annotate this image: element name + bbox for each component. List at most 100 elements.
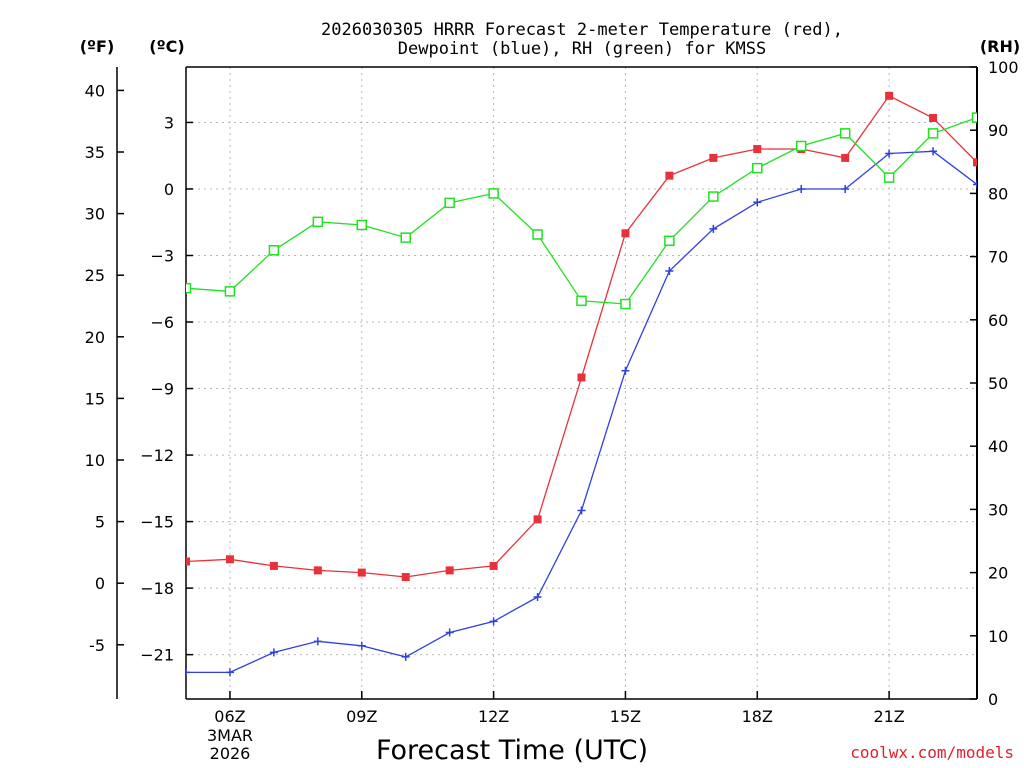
temperature-point bbox=[401, 573, 410, 582]
rh-point bbox=[752, 162, 763, 174]
dewpoint-point bbox=[929, 147, 938, 156]
dewpoint-point bbox=[357, 641, 366, 650]
celsius-unit-label: (ºC) bbox=[149, 37, 184, 56]
fahrenheit-tick-label: 15 bbox=[85, 389, 105, 408]
dewpoint-point bbox=[445, 628, 454, 637]
rh-point bbox=[312, 216, 324, 228]
series-line-rh bbox=[186, 116, 977, 305]
credit-label: coolwx.com/models bbox=[850, 743, 1014, 762]
fahrenheit-tick-label: 10 bbox=[85, 451, 105, 470]
dewpoint-point bbox=[797, 184, 806, 193]
celsius-tick-label: −3 bbox=[150, 246, 174, 265]
series-line-temperature bbox=[186, 94, 977, 578]
rh-tick-label: 40 bbox=[988, 437, 1008, 456]
rh-tick-label: 80 bbox=[988, 184, 1008, 203]
date-label-year: 2026 bbox=[210, 744, 251, 763]
x-tick-label: 09Z bbox=[346, 707, 377, 726]
rh-tick-label: 100 bbox=[988, 58, 1019, 77]
rh-point bbox=[576, 295, 587, 307]
x-tick-label: 18Z bbox=[742, 707, 773, 726]
dewpoint-point bbox=[841, 184, 850, 193]
rh-tick-label: 50 bbox=[988, 374, 1008, 393]
temperature-point bbox=[225, 555, 234, 564]
rh-point bbox=[927, 128, 939, 139]
dewpoint-point bbox=[269, 648, 278, 657]
dewpoint-point bbox=[973, 180, 977, 189]
rh-tick-label: 10 bbox=[988, 627, 1008, 646]
date-label-day: 3MAR bbox=[207, 726, 253, 745]
chart-title-line-1: 2026030305 HRRR Forecast 2-meter Tempera… bbox=[321, 20, 843, 40]
temperature-point bbox=[885, 91, 894, 100]
rh-point bbox=[488, 188, 499, 199]
dewpoint-point bbox=[709, 224, 718, 233]
rh-tick-label: 90 bbox=[988, 121, 1008, 140]
dewpoint-point bbox=[753, 198, 762, 207]
temperature-point bbox=[489, 561, 498, 570]
fahrenheit-tick-label: 20 bbox=[85, 328, 105, 347]
rh-point bbox=[532, 229, 543, 240]
temperature-point bbox=[357, 568, 366, 577]
fahrenheit-tick-label: -5 bbox=[89, 636, 105, 655]
series-layer bbox=[186, 91, 977, 677]
fahrenheit-tick-label: 25 bbox=[85, 266, 105, 285]
rh-point bbox=[708, 191, 719, 202]
dewpoint-point bbox=[885, 149, 894, 158]
rh-tick-label: 30 bbox=[988, 500, 1008, 519]
rh-point bbox=[971, 112, 977, 123]
rh-unit-label: (RH) bbox=[980, 37, 1020, 56]
celsius-tick-label: −9 bbox=[150, 380, 174, 399]
dewpoint-point bbox=[665, 267, 674, 276]
celsius-tick-label: −15 bbox=[140, 513, 174, 532]
series-dewpoint bbox=[186, 147, 977, 677]
temperature-point bbox=[533, 515, 542, 524]
temperature-point bbox=[841, 153, 850, 162]
temperature-point bbox=[186, 557, 190, 566]
celsius-tick-label: −12 bbox=[140, 446, 174, 465]
rh-point bbox=[186, 282, 192, 294]
fahrenheit-unit-label: (ºF) bbox=[80, 37, 115, 56]
rh-point bbox=[356, 219, 368, 231]
celsius-tick-label: −21 bbox=[140, 646, 174, 665]
temperature-point bbox=[621, 229, 630, 238]
temperature-point bbox=[577, 373, 586, 382]
dewpoint-point bbox=[489, 617, 498, 626]
x-tick-label: 12Z bbox=[478, 707, 509, 726]
rh-point bbox=[224, 286, 236, 297]
series-rh bbox=[186, 112, 977, 310]
temperature-point bbox=[313, 566, 322, 575]
chart-title-line-2: Dewpoint (blue), RH (green) for KMSS bbox=[398, 39, 766, 59]
temperature-point bbox=[665, 171, 674, 180]
rh-point bbox=[664, 235, 675, 247]
dewpoint-point bbox=[225, 668, 234, 677]
grid-lines bbox=[186, 67, 977, 699]
rh-point bbox=[883, 172, 895, 183]
rh-tick-label: 20 bbox=[988, 564, 1008, 583]
rh-point bbox=[268, 245, 280, 256]
temperature-point bbox=[445, 566, 454, 575]
temperature-point bbox=[269, 561, 278, 570]
dewpoint-point bbox=[401, 652, 410, 661]
dewpoint-point bbox=[533, 592, 542, 601]
celsius-tick-label: −18 bbox=[140, 579, 174, 598]
dewpoint-point bbox=[577, 506, 586, 515]
dewpoint-point bbox=[186, 668, 190, 677]
dewpoint-point bbox=[621, 366, 630, 375]
fahrenheit-tick-label: 5 bbox=[95, 513, 105, 532]
temperature-point bbox=[753, 145, 762, 154]
rh-point bbox=[400, 232, 411, 243]
fahrenheit-tick-label: 35 bbox=[85, 143, 105, 162]
x-tick-label: 15Z bbox=[610, 707, 641, 726]
rh-tick-label: 0 bbox=[988, 690, 998, 709]
series-line-dewpoint bbox=[186, 150, 977, 674]
x-axis-label: Forecast Time (UTC) bbox=[376, 735, 648, 766]
rh-point bbox=[839, 128, 851, 139]
dewpoint-point bbox=[313, 637, 322, 646]
rh-tick-label: 70 bbox=[988, 248, 1008, 267]
celsius-tick-label: 0 bbox=[164, 180, 174, 199]
celsius-tick-label: 3 bbox=[164, 113, 174, 132]
x-tick-label: 06Z bbox=[214, 707, 245, 726]
temperature-point bbox=[973, 158, 977, 167]
temperature-point bbox=[929, 114, 938, 123]
